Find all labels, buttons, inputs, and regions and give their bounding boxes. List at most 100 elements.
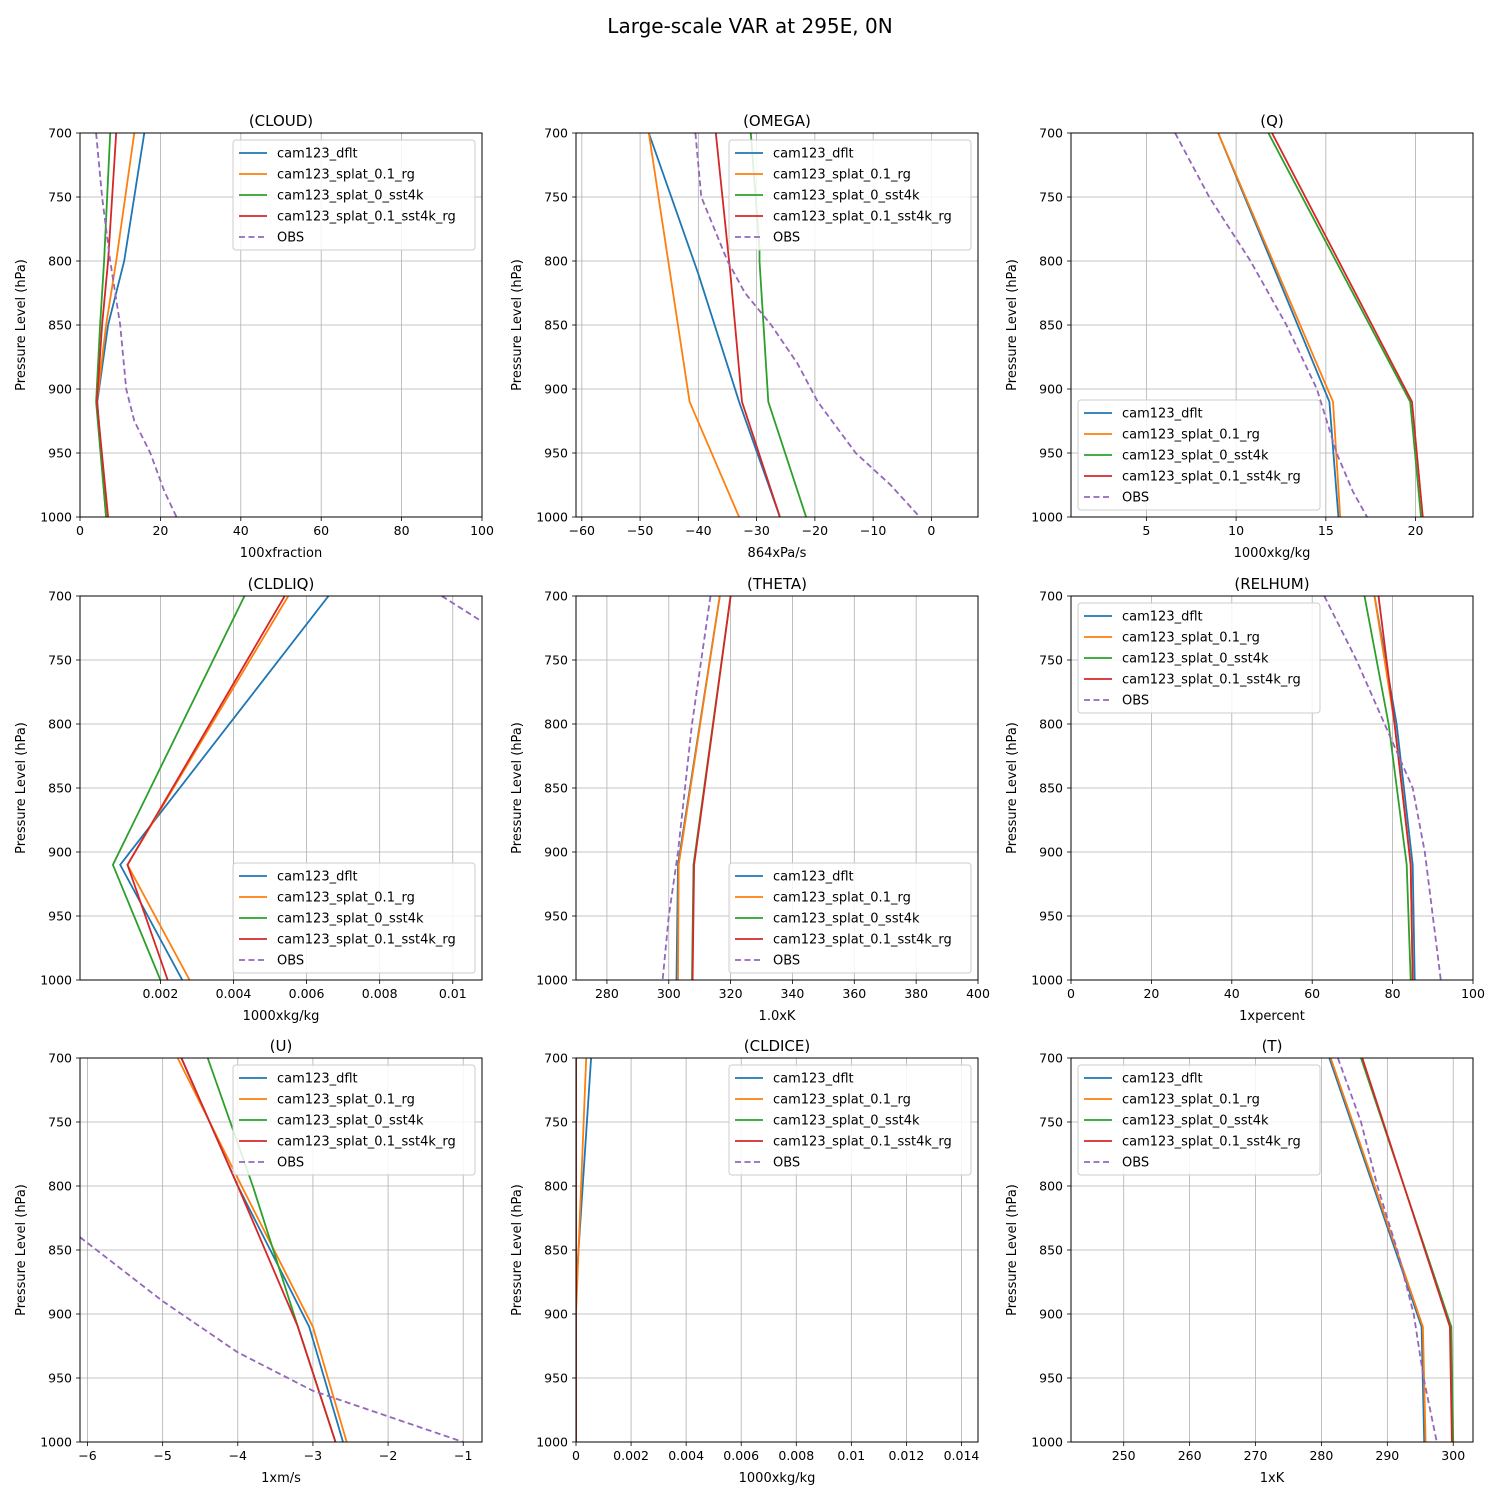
legend-label: cam123_splat_0.1_sst4k_rg: [1122, 673, 1301, 688]
y-tick-label: 950: [544, 1371, 568, 1386]
legend-label: OBS: [277, 954, 304, 969]
y-tick-label: 900: [544, 382, 568, 397]
y-tick-label: 800: [544, 1179, 568, 1194]
series-line-4: [1337, 1058, 1438, 1442]
y-tick-label: 750: [544, 190, 568, 205]
legend-box: [728, 862, 972, 974]
x-tick-label: 10: [1228, 523, 1244, 538]
x-tick-label: 280: [595, 986, 619, 1001]
legend-label: cam123_dflt: [773, 1072, 854, 1087]
series-line-1: [576, 1058, 588, 1315]
legend-box: [232, 1064, 476, 1176]
legend-label: cam123_dflt: [277, 1072, 358, 1087]
y-tick-label: 1000: [536, 1435, 568, 1450]
legend-label: cam123_splat_0.1_rg: [773, 891, 911, 906]
x-tick-label: −50: [627, 523, 653, 538]
series-line-1: [1217, 133, 1342, 517]
legend: cam123_dflt cam123_splat_0.1_rg cam123_spl…: [728, 862, 972, 974]
x-tick-label: 280: [1309, 1448, 1333, 1463]
y-tick-label: 950: [1039, 909, 1063, 924]
legend-label: cam123_splat_0.1_rg: [277, 891, 415, 906]
x-tick-label: 100: [470, 523, 494, 538]
x-tick-label: 380: [904, 986, 928, 1001]
legend: cam123_dflt cam123_splat_0.1_rg cam123_spl…: [728, 139, 972, 251]
legend-label: cam123_splat_0.1_rg: [1122, 631, 1260, 646]
legend-label: cam123_splat_0.1_sst4k_rg: [1122, 470, 1301, 485]
y-tick-label: 950: [48, 1371, 72, 1386]
legend: cam123_dflt cam123_splat_0.1_rg cam123_spl…: [1077, 1064, 1321, 1176]
y-tick-label: 700: [1039, 126, 1063, 141]
y-tick-label: 700: [1039, 589, 1063, 604]
y-tick-label: 900: [544, 1307, 568, 1322]
legend-label: cam123_dflt: [1122, 407, 1203, 422]
y-tick-label: 1000: [40, 510, 72, 525]
x-tick-label: 270: [1244, 1448, 1268, 1463]
legend-label: cam123_splat_0.1_rg: [773, 168, 911, 183]
y-tick-label: 750: [544, 653, 568, 668]
y-tick-label: 750: [1039, 1115, 1063, 1130]
y-tick-label: 950: [544, 909, 568, 924]
y-tick-label: 700: [48, 589, 72, 604]
series-line-4: [661, 596, 712, 980]
legend-label: cam123_dflt: [1122, 1072, 1203, 1087]
x-tick-label: −30: [743, 523, 769, 538]
panel-title: (THETA): [747, 575, 807, 593]
panel-7: 0 0.002 0.004 0.006 0.008 0.01 0.012 0.014 700 75…: [510, 1037, 979, 1486]
series-line-1: [1329, 1058, 1427, 1442]
x-axis-label: 1xK: [1260, 1471, 1285, 1486]
legend: cam123_dflt cam123_splat_0.1_rg cam123_spl…: [232, 1064, 476, 1176]
x-tick-label: 0: [76, 523, 84, 538]
x-tick-label: 60: [1304, 986, 1320, 1001]
legend-label: cam123_splat_0_sst4k: [773, 912, 920, 927]
series-line-0: [1328, 1058, 1426, 1442]
series-line-2: [1267, 133, 1422, 517]
x-tick-label: −1: [454, 1448, 472, 1463]
x-tick-label: 400: [966, 986, 990, 1001]
x-tick-label: 290: [1375, 1448, 1399, 1463]
panel-title: (CLDLIQ): [248, 575, 315, 593]
y-tick-label: 950: [48, 446, 72, 461]
y-tick-label: 750: [544, 1115, 568, 1130]
y-tick-label: 800: [544, 254, 568, 269]
y-axis-label: Pressure Level (hPa): [14, 1184, 29, 1316]
x-tick-label: 0.008: [778, 1448, 814, 1463]
panel-2: 5 10 15 20 700 750 800 850 900 950 1000 (Q) 1000xkg/…: [1005, 112, 1474, 561]
y-tick-label: 900: [544, 845, 568, 860]
y-tick-label: 900: [48, 1307, 72, 1322]
y-tick-label: 1000: [40, 1435, 72, 1450]
x-tick-label: 0.006: [723, 1448, 759, 1463]
y-tick-label: 1000: [40, 973, 72, 988]
x-tick-label: 300: [1441, 1448, 1465, 1463]
y-tick-label: 950: [1039, 1371, 1063, 1386]
legend-label: cam123_splat_0_sst4k: [1122, 449, 1269, 464]
legend-label: cam123_splat_0.1_sst4k_rg: [773, 933, 952, 948]
x-tick-label: 20: [1143, 986, 1159, 1001]
x-axis-label: 1000xkg/kg: [1234, 546, 1311, 561]
y-tick-label: 1000: [1031, 1435, 1063, 1450]
legend-label: cam123_dflt: [773, 870, 854, 885]
x-tick-label: −60: [569, 523, 595, 538]
series-line-0: [647, 133, 781, 517]
legend-label: cam123_splat_0_sst4k: [277, 189, 424, 204]
panel-6: −6 −5 −4 −3 −2 −1 700 750 800 850 900 950 1000 (U) 1xm…: [14, 1037, 483, 1486]
legend-label: cam123_splat_0_sst4k: [1122, 1114, 1269, 1129]
series-line-4: [441, 596, 482, 623]
legend-label: cam123_splat_0.1_sst4k_rg: [1122, 1135, 1301, 1150]
x-axis-label: 1000xkg/kg: [243, 1009, 320, 1024]
legend-label: cam123_dflt: [277, 870, 358, 885]
series-line-4: [1174, 133, 1368, 517]
y-axis-label: Pressure Level (hPa): [1005, 722, 1020, 854]
legend-label: OBS: [277, 1156, 304, 1171]
legend: cam123_dflt cam123_splat_0.1_rg cam123_spl…: [1077, 602, 1321, 714]
legend-label: cam123_splat_0.1_rg: [277, 1093, 415, 1108]
x-tick-label: 0.002: [613, 1448, 649, 1463]
x-tick-label: −6: [78, 1448, 96, 1463]
legend-box: [1077, 602, 1321, 714]
x-tick-label: 0.006: [289, 986, 325, 1001]
x-tick-label: 0.012: [889, 1448, 925, 1463]
x-tick-label: 20: [1408, 523, 1424, 538]
series-line-3: [1377, 596, 1414, 980]
panel-title: (RELHUM): [1234, 575, 1309, 593]
y-tick-label: 850: [48, 781, 72, 796]
legend-label: cam123_splat_0.1_sst4k_rg: [277, 210, 456, 225]
